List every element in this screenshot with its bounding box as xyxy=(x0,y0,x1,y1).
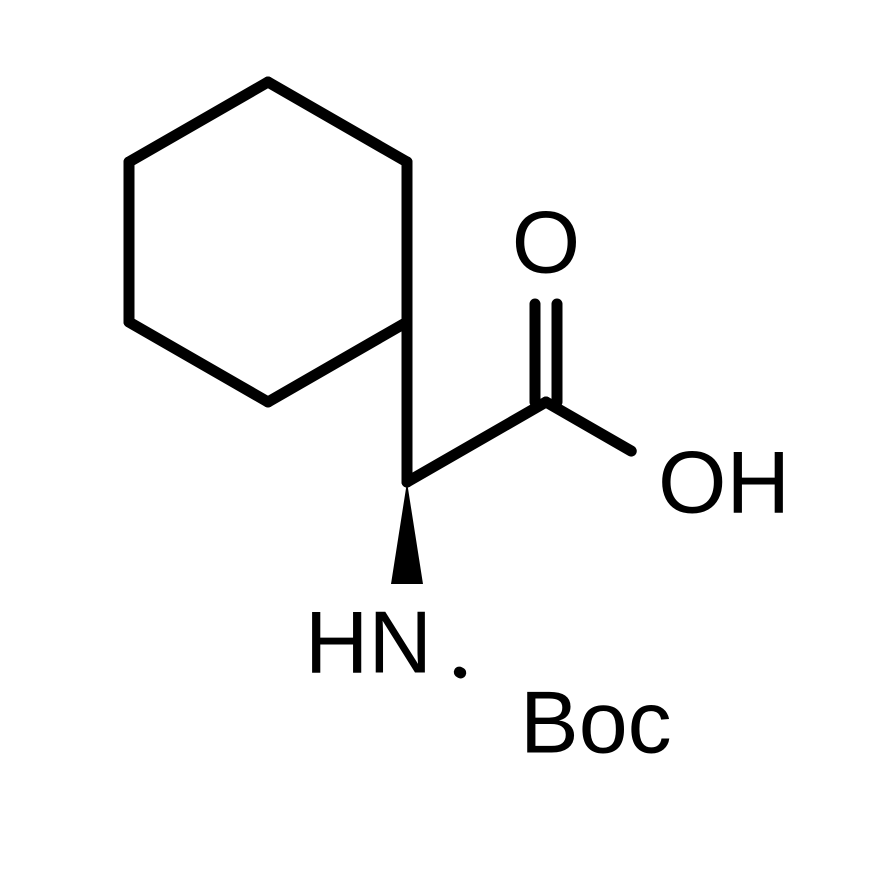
atom-label: O xyxy=(512,193,580,292)
atom-label: OH xyxy=(658,433,790,532)
atom-label: Boc xyxy=(520,673,672,772)
chemical-structure: O OH HN Boc xyxy=(0,0,890,890)
atom-label: HN xyxy=(305,593,432,692)
